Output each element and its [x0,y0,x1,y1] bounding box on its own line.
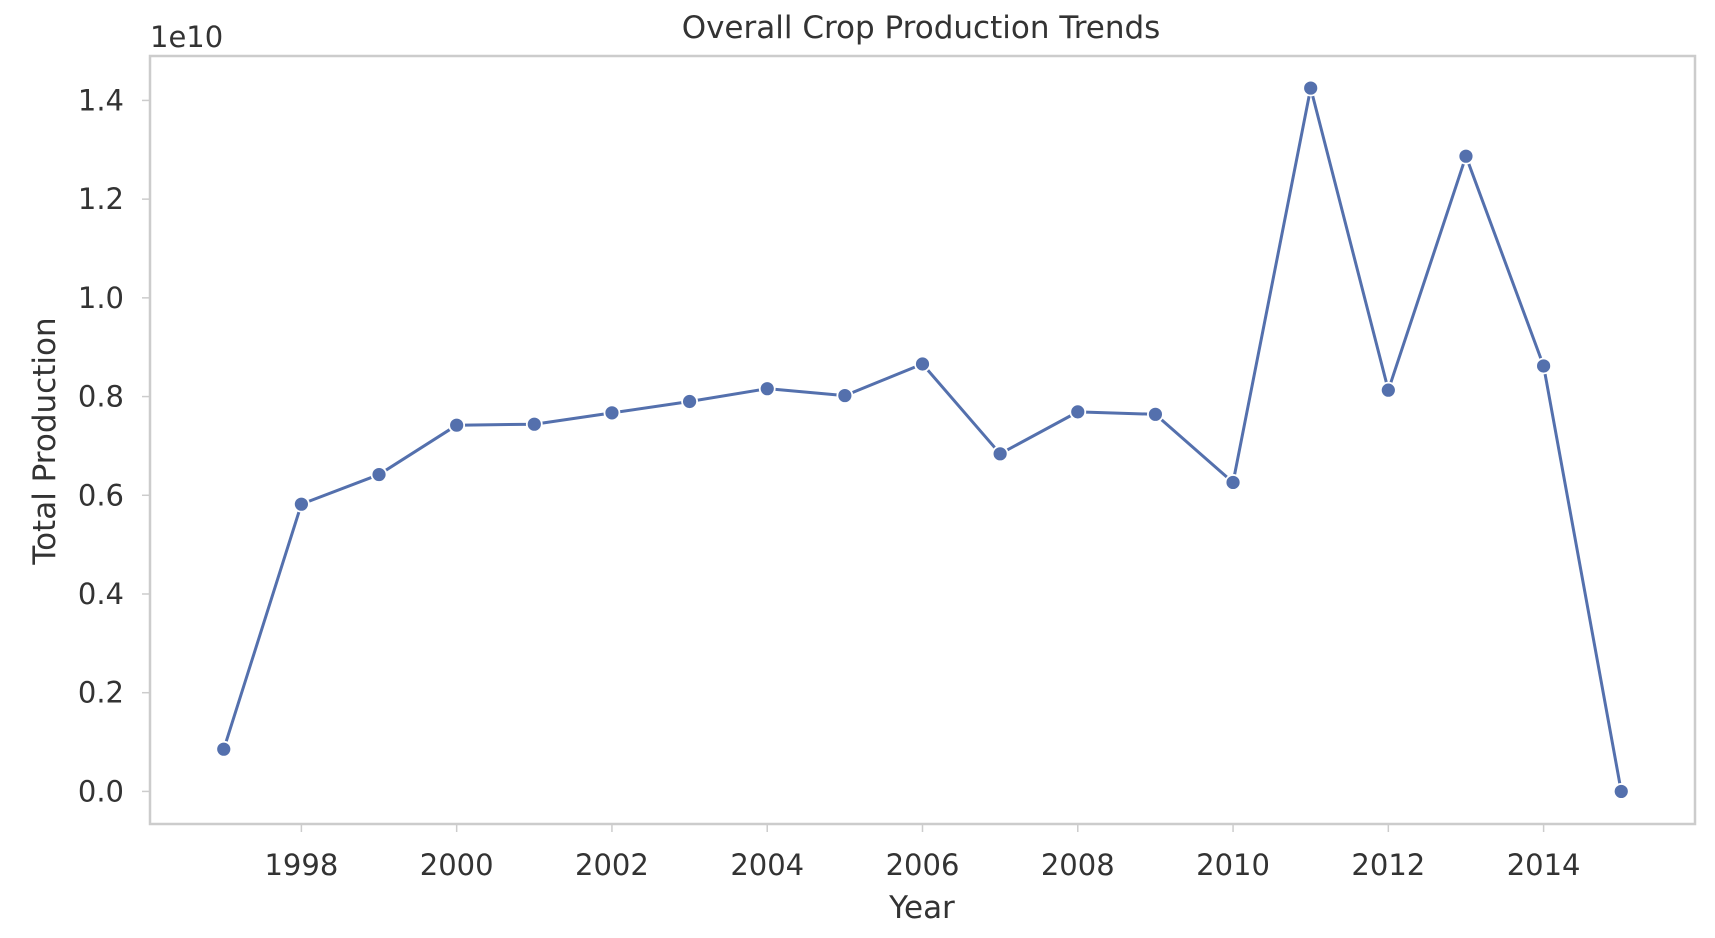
y-offset-text: 1e10 [150,20,223,54]
x-tick-label: 2006 [886,848,960,882]
x-tick-label: 2010 [1196,848,1270,882]
data-point [1224,474,1242,491]
data-point [836,387,854,404]
data-point [215,740,233,758]
y-axis-ticks: 0.0 0.2 0.4 0.6 0.8 1.0 1.2 1.4 [78,83,150,808]
y-tick-label: 0.6 [78,478,124,512]
y-tick-label: 1.4 [78,83,124,117]
series-group [215,79,1630,800]
data-point [914,355,931,373]
y-tick-label: 1.2 [78,182,124,216]
data-point [370,466,388,483]
data-point [292,495,310,513]
data-point [1535,357,1553,375]
chart-title: Overall Crop Production Trends [682,10,1161,46]
x-tick-label: 1998 [264,848,338,882]
y-tick-label: 0.0 [78,774,124,808]
x-axis-label: Year [888,890,955,926]
data-point [1302,79,1320,97]
y-tick-label: 0.8 [78,380,124,414]
y-axis-label: Total Production [27,317,63,565]
x-tick-label: 2002 [575,848,649,882]
data-point [1379,381,1397,399]
data-point [525,415,543,433]
x-axis-ticks: 1998 2000 2002 2004 2006 2008 2010 2012 2014 [264,824,1581,882]
x-tick-label: 2014 [1507,848,1581,882]
x-tick-label: 2000 [420,848,494,882]
x-tick-label: 2008 [1041,848,1115,882]
data-point [1457,147,1475,165]
y-tick-label: 0.2 [78,676,124,710]
data-point [681,393,698,410]
data-point [1147,405,1164,423]
x-tick-label: 2004 [730,848,804,882]
data-point [603,404,621,422]
data-point [448,416,466,434]
x-tick-label: 2012 [1351,848,1425,882]
data-point [1612,783,1630,800]
data-point [991,445,1009,463]
data-point [758,380,776,398]
y-tick-label: 0.4 [78,577,124,611]
data-point [1069,403,1087,421]
y-tick-label: 1.0 [78,281,124,315]
